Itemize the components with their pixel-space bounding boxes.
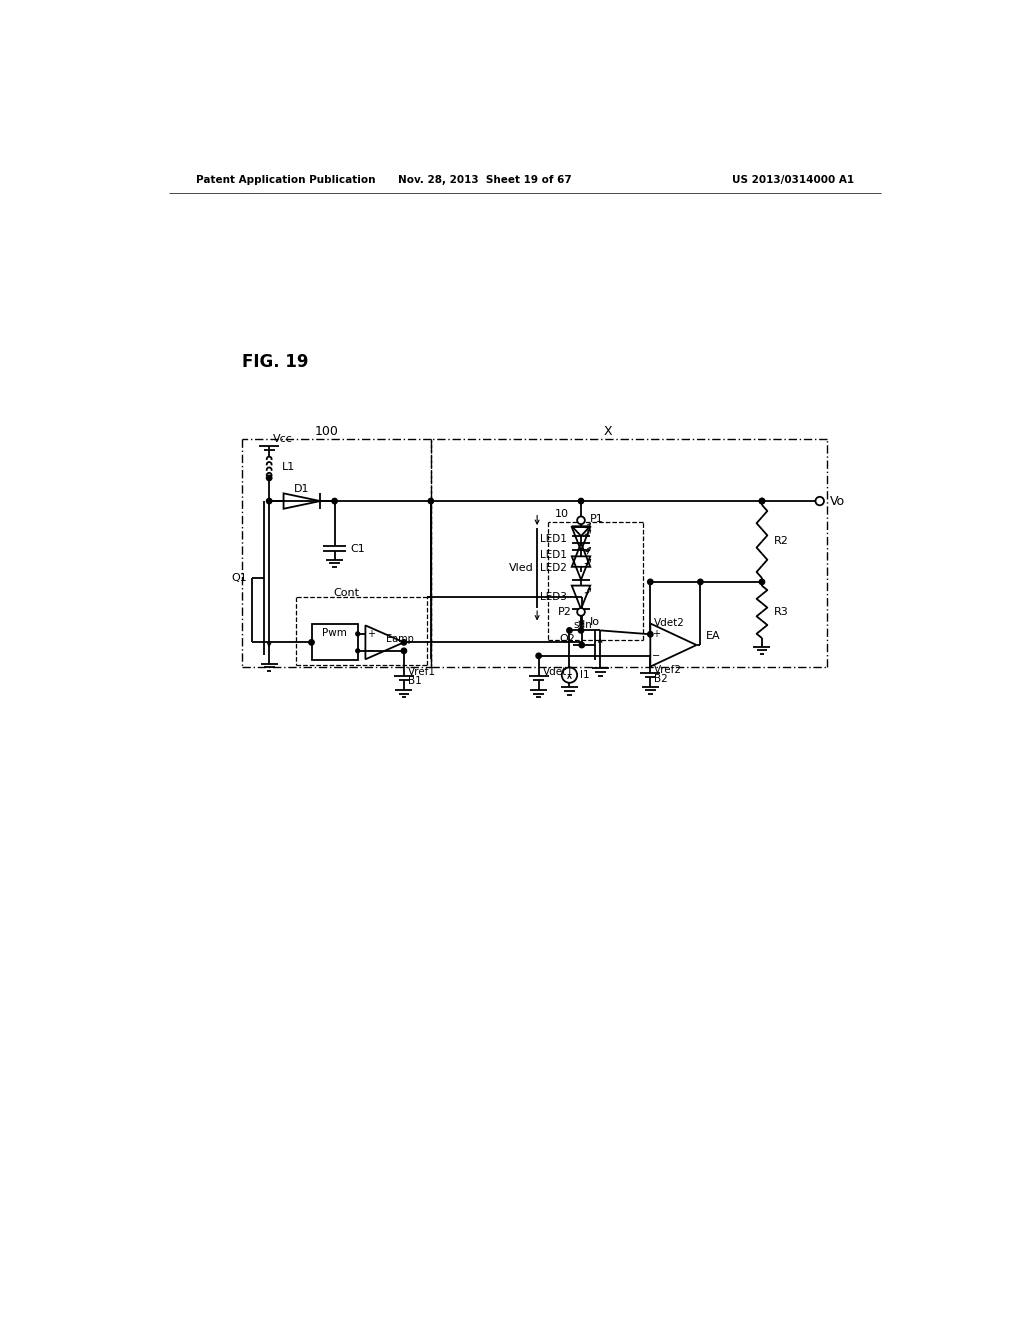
Text: sdn: sdn	[573, 620, 593, 630]
Circle shape	[266, 499, 271, 504]
Text: I1: I1	[581, 671, 590, 680]
Text: Vo: Vo	[829, 495, 845, 508]
Circle shape	[428, 499, 433, 504]
Circle shape	[759, 579, 765, 585]
Text: 10: 10	[555, 510, 568, 519]
Circle shape	[309, 640, 314, 645]
Circle shape	[566, 628, 572, 634]
Circle shape	[332, 499, 337, 504]
Text: +: +	[367, 628, 375, 639]
Text: B1: B1	[408, 676, 422, 686]
Text: Q2: Q2	[560, 634, 575, 644]
Text: Nov. 28, 2013  Sheet 19 of 67: Nov. 28, 2013 Sheet 19 of 67	[398, 176, 571, 185]
Text: Vled: Vled	[509, 564, 534, 573]
Circle shape	[355, 649, 359, 653]
Text: Eamp: Eamp	[386, 635, 414, 644]
Circle shape	[578, 609, 585, 616]
Text: Vref2: Vref2	[654, 665, 682, 675]
Circle shape	[580, 643, 585, 648]
Text: 100: 100	[315, 425, 339, 438]
Text: P1: P1	[590, 513, 604, 524]
Circle shape	[697, 579, 703, 585]
Text: +: +	[652, 630, 660, 639]
Text: LED1: LED1	[541, 550, 567, 560]
Text: Patent Application Publication: Patent Application Publication	[196, 176, 376, 185]
Text: Vdet2: Vdet2	[654, 619, 685, 628]
Circle shape	[815, 496, 824, 506]
Circle shape	[536, 653, 542, 659]
Text: L1: L1	[282, 462, 295, 473]
Circle shape	[759, 499, 765, 504]
Text: −: −	[652, 651, 660, 661]
Text: Vcc: Vcc	[273, 434, 293, 444]
Text: −: −	[367, 645, 375, 656]
Text: R2: R2	[774, 536, 790, 546]
Circle shape	[579, 499, 584, 504]
Text: LED2: LED2	[541, 564, 567, 573]
Text: Vdet1: Vdet1	[543, 667, 573, 677]
Text: LED3: LED3	[541, 593, 567, 602]
Text: Io: Io	[590, 616, 600, 627]
Circle shape	[647, 631, 653, 638]
Circle shape	[401, 640, 407, 645]
Circle shape	[579, 628, 584, 634]
Text: Cont: Cont	[333, 587, 359, 598]
Text: LED1: LED1	[541, 533, 567, 544]
Circle shape	[647, 579, 653, 585]
Text: X: X	[603, 425, 612, 438]
Text: EA: EA	[706, 631, 720, 640]
Text: Q1: Q1	[231, 573, 248, 583]
Text: P2: P2	[558, 607, 571, 616]
Circle shape	[355, 632, 359, 636]
Circle shape	[578, 516, 585, 524]
Text: Pwm: Pwm	[323, 628, 347, 639]
Text: FIG. 19: FIG. 19	[243, 354, 308, 371]
Bar	[311, 624, 357, 660]
Text: Vref1: Vref1	[408, 667, 436, 677]
Text: B2: B2	[654, 675, 668, 684]
Text: C1: C1	[350, 544, 365, 554]
Text: D1: D1	[294, 483, 309, 494]
Text: R3: R3	[774, 607, 790, 616]
Circle shape	[401, 648, 407, 653]
Text: US 2013/0314000 A1: US 2013/0314000 A1	[732, 176, 854, 185]
Circle shape	[759, 499, 765, 504]
Circle shape	[266, 475, 271, 480]
